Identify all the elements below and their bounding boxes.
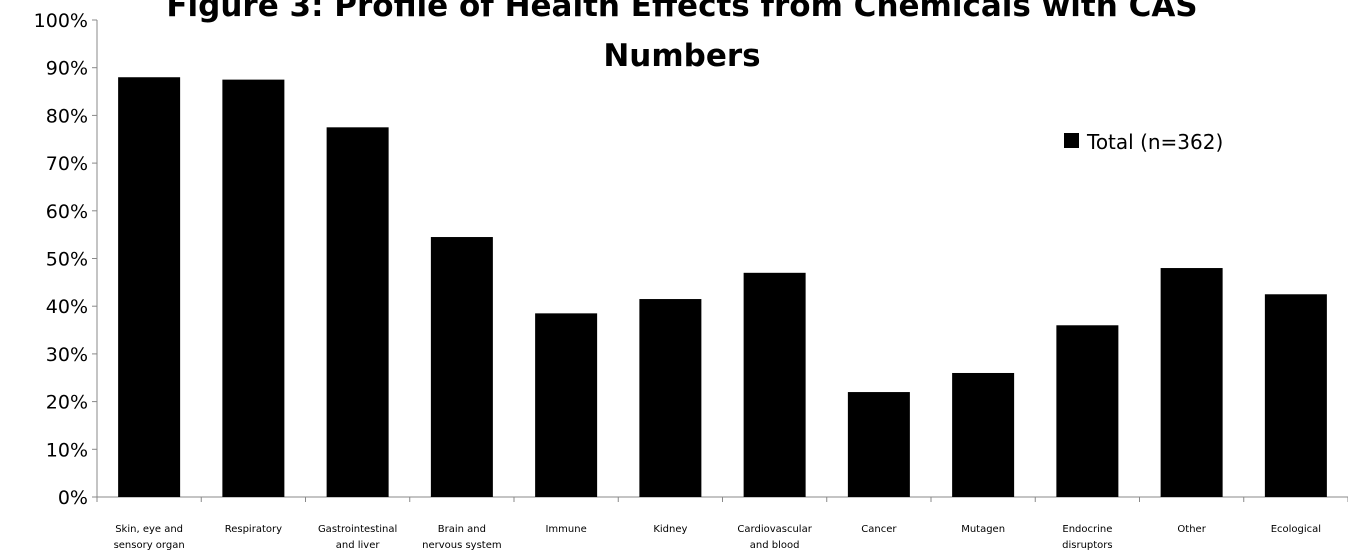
y-tick-label: 80% — [46, 105, 88, 127]
y-tick-label: 20% — [46, 392, 88, 414]
x-tick-label: Cancer — [861, 524, 897, 535]
y-tick-label: 90% — [46, 58, 88, 80]
bar — [847, 392, 910, 497]
y-tick-label: 40% — [46, 296, 88, 318]
bar — [222, 79, 285, 497]
bar — [326, 127, 389, 497]
y-tick-label: 30% — [46, 344, 88, 366]
bar — [1056, 325, 1119, 497]
y-tick-label: 70% — [46, 153, 88, 175]
legend: Total (n=362) — [1064, 130, 1223, 154]
y-tick-label: 10% — [46, 439, 88, 461]
bar — [1264, 294, 1327, 497]
bar — [952, 372, 1015, 497]
x-axis: Skin, eye and sensory organ Respiratory Gas… — [114, 524, 1321, 551]
x-tick-label: Kidney — [653, 524, 687, 535]
y-tick-label: 0% — [58, 487, 88, 509]
x-tick-label: Other — [1177, 524, 1206, 535]
x-tick-label: Mutagen — [961, 524, 1005, 535]
x-tick-label: Ecological — [1271, 524, 1321, 535]
bar — [639, 299, 702, 497]
y-tick-label: 60% — [46, 201, 88, 223]
chart-title-line-1: Figure 3: Profile of Health Effects from… — [166, 0, 1197, 24]
bar — [1160, 268, 1223, 497]
y-tick-label: 50% — [46, 249, 88, 271]
bar — [535, 313, 598, 497]
y-axis: 0% 10% 20% 30% 40% 50% 60% 70% 80% 90% 100% — [34, 10, 1348, 509]
x-tick-label: Respiratory — [225, 524, 282, 535]
bar — [118, 77, 181, 498]
bars — [118, 77, 1327, 498]
x-tick-label: Brain and nervous system — [422, 524, 502, 551]
x-tick-label: Immune — [545, 524, 586, 535]
x-tick-label: Skin, eye and sensory organ — [114, 524, 185, 551]
legend-label: Total (n=362) — [1086, 130, 1223, 154]
y-tick-label: 100% — [34, 10, 88, 32]
bar — [743, 272, 806, 497]
legend-swatch — [1064, 133, 1079, 148]
x-tick-label: Gastrointestinal and liver — [318, 524, 397, 551]
x-tick-label: Cardiovascular and blood — [737, 524, 812, 551]
x-tick-label: Endocrine disruptors — [1062, 524, 1113, 551]
chart-title-line-2: Numbers — [603, 38, 760, 74]
bar — [430, 237, 493, 497]
